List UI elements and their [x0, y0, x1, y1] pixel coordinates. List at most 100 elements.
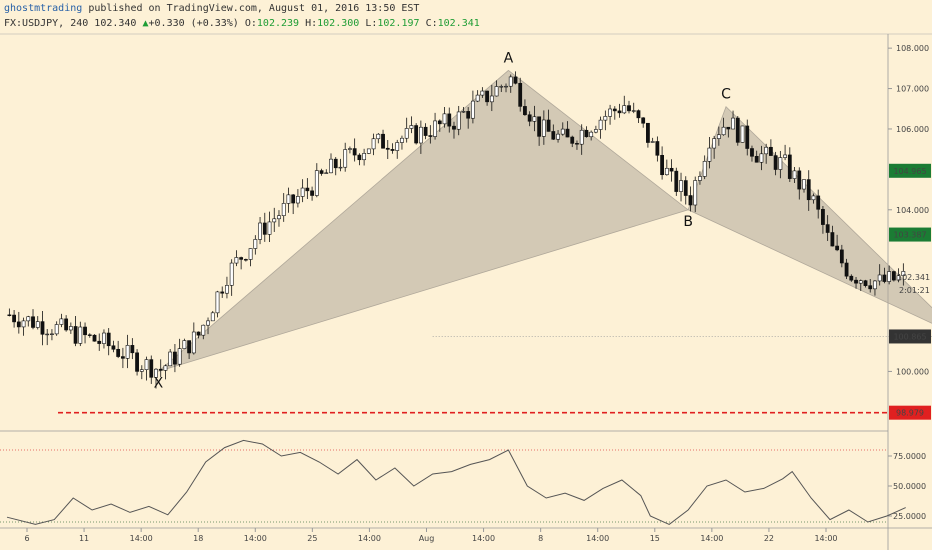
candle-body — [135, 352, 139, 372]
candle — [215, 290, 220, 318]
candle-body — [447, 113, 452, 127]
candle — [702, 155, 707, 180]
candle — [485, 90, 489, 106]
candle-body — [754, 155, 759, 163]
candle-body — [390, 149, 395, 151]
candle-body — [523, 106, 527, 116]
candle-body — [844, 262, 849, 277]
candle — [494, 80, 499, 97]
candle — [839, 244, 844, 268]
candle — [120, 347, 125, 369]
candle-body — [674, 170, 679, 192]
candle — [418, 120, 423, 154]
publisher-link[interactable]: ghostmtrading — [4, 3, 83, 14]
price-tick-label: 100.000 — [896, 367, 929, 376]
candle — [281, 193, 286, 222]
candle — [404, 117, 409, 143]
candle — [589, 130, 594, 141]
time-tick-label: 15 — [650, 534, 660, 543]
candle — [688, 186, 693, 212]
candle — [797, 167, 802, 200]
candle-body — [622, 105, 627, 114]
candle-body — [73, 326, 78, 344]
candle — [173, 344, 177, 373]
time-tick-label: Aug — [419, 534, 435, 543]
candle — [513, 71, 518, 85]
candle — [508, 74, 513, 93]
candle-body — [381, 133, 385, 149]
change-value: +0.330 (+0.33%) — [148, 18, 239, 29]
osc-tick-label: 75.0000 — [893, 452, 926, 461]
candle-body — [712, 138, 717, 149]
candle-body — [196, 331, 201, 336]
candle-body — [234, 257, 239, 264]
candle — [149, 355, 154, 384]
candle-body — [556, 133, 560, 140]
candle — [877, 264, 882, 286]
candle — [693, 176, 698, 213]
candle-body — [527, 114, 532, 122]
candle — [541, 110, 546, 145]
candle — [437, 119, 442, 132]
published-text: published on TradingView.com, August 01,… — [88, 3, 420, 14]
candle-body — [31, 316, 35, 328]
candle-body — [158, 368, 163, 371]
candle-body — [26, 316, 31, 322]
candle-body — [154, 368, 158, 378]
candle — [660, 146, 665, 180]
candle-body — [693, 180, 698, 206]
price-tick-label: 108.000 — [896, 44, 929, 53]
candle — [901, 263, 906, 286]
candle-body — [409, 125, 414, 129]
candle — [745, 119, 750, 156]
candle-body — [887, 271, 892, 282]
candle-body — [873, 280, 877, 290]
candle — [830, 225, 835, 247]
candle-body — [646, 122, 650, 143]
candle-body — [721, 126, 726, 136]
candle-body — [797, 170, 802, 190]
candle-body — [821, 208, 825, 225]
candle-body — [759, 153, 764, 163]
candle-body — [882, 274, 887, 282]
candle — [139, 365, 144, 380]
candle — [650, 137, 655, 143]
price-badge-label: 103.387 — [893, 231, 926, 240]
candle — [26, 315, 31, 327]
candle-body — [149, 359, 154, 378]
up-arrow-icon: ▲ — [142, 18, 149, 29]
candle-body — [35, 321, 40, 328]
time-tick-label: 14:00 — [700, 534, 723, 543]
candle-body — [21, 320, 26, 328]
candle-body — [106, 332, 111, 347]
candle-body — [698, 176, 702, 181]
candle — [575, 140, 579, 150]
candle-body — [627, 105, 631, 112]
time-tick-label: 14:00 — [472, 534, 495, 543]
candle — [768, 139, 773, 156]
candle-body — [329, 158, 333, 174]
candle — [196, 331, 201, 339]
candle-body — [310, 190, 314, 196]
candle — [858, 279, 863, 291]
candle-body — [518, 82, 523, 107]
candle-body — [783, 154, 787, 158]
candle — [740, 125, 745, 143]
candle — [759, 145, 764, 171]
candle — [504, 83, 508, 93]
candle — [868, 278, 873, 293]
candle — [87, 333, 92, 338]
candle-body — [504, 85, 508, 88]
candle — [371, 133, 376, 156]
candle — [523, 99, 527, 116]
time-tick-label: 14:00 — [244, 534, 267, 543]
candle-body — [333, 158, 338, 169]
candle — [787, 147, 792, 182]
candle — [83, 322, 87, 344]
candle-body — [631, 110, 636, 112]
candle — [158, 359, 163, 378]
candle-body — [40, 321, 45, 335]
candle — [655, 136, 660, 162]
candle — [234, 250, 239, 267]
